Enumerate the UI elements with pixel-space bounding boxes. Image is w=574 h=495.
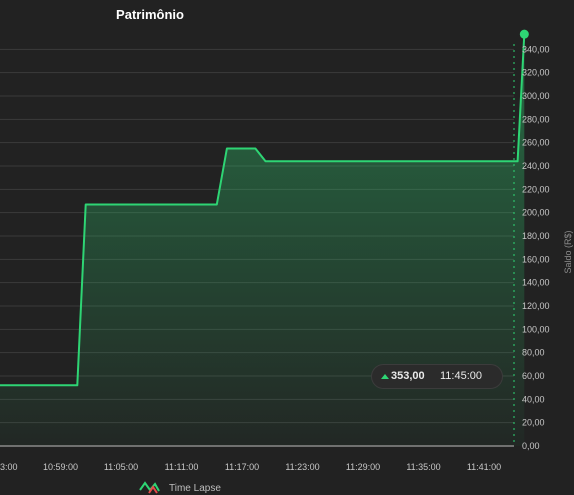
y-tick-label: 120,00 [522,301,550,311]
chart-title: Patrimônio [116,7,184,22]
tooltip-time: 11:45:00 [440,370,483,382]
y-tick-label: 160,00 [522,254,550,264]
legend-label: Time Lapse [169,483,221,494]
y-tick-label: 100,00 [522,324,550,334]
x-tick-label: 11:11:00 [165,462,199,472]
y-tick-label: 200,00 [522,208,550,218]
x-tick-label: 11:35:00 [406,462,440,472]
up-arrow-icon [381,374,389,379]
y-tick-label: 20,00 [522,418,545,428]
y-tick-label: 300,00 [522,91,550,101]
y-tick-label: 220,00 [522,184,550,194]
y-tick-label: 140,00 [522,278,550,288]
x-tick-label: 11:17:00 [225,462,259,472]
y-tick-label: 40,00 [522,394,545,404]
series-line [0,34,526,387]
last-point-marker[interactable] [519,29,529,39]
y-tick-label: 280,00 [522,114,550,124]
value-tooltip: 353,00 11:45:00 [371,364,503,389]
y-tick-label: 60,00 [522,371,545,381]
x-tick-label: 11:05:00 [104,462,138,472]
line-series-icon [139,481,160,494]
y-tick-label: 240,00 [522,161,550,171]
y-tick-label: 340,00 [522,44,550,54]
x-tick-label: 11:23:00 [285,462,319,472]
x-tick-label: 11:41:00 [467,462,501,472]
x-tick-label: 10:59:00 [43,462,78,472]
y-tick-label: 180,00 [522,231,550,241]
y-tick-label: 320,00 [522,68,550,78]
y-tick-label: 0,00 [522,441,540,451]
y-axis-label: Saldo (R$) [563,230,573,273]
y-tick-label: 80,00 [522,348,545,358]
x-tick-label: 10:53:00 [0,462,18,472]
tooltip-value: 353,00 [391,370,425,382]
series-area-fill [0,34,525,446]
x-tick-label: 11:29:00 [346,462,380,472]
y-tick-label: 260,00 [522,138,550,148]
